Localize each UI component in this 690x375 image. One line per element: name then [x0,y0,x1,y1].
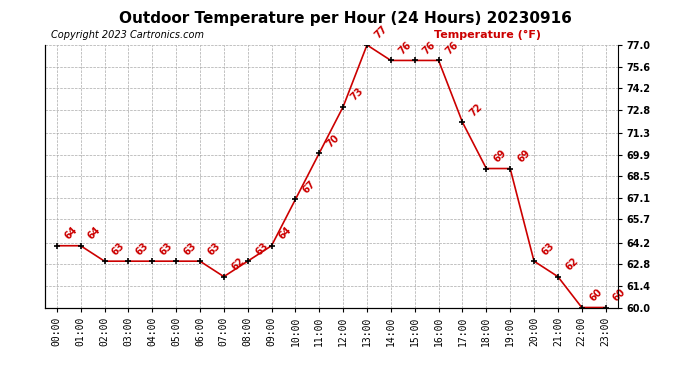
Text: 62: 62 [229,256,246,273]
Text: 76: 76 [420,40,437,56]
Text: Temperature (°F): Temperature (°F) [434,30,541,40]
Text: 64: 64 [86,225,103,242]
Text: 62: 62 [564,256,580,273]
Text: 77: 77 [373,24,389,41]
Text: 63: 63 [206,240,222,257]
Text: 60: 60 [611,287,628,303]
Text: 64: 64 [277,225,294,242]
Text: 64: 64 [62,225,79,242]
Text: 67: 67 [301,178,317,195]
Text: 73: 73 [348,86,365,103]
Text: 69: 69 [515,148,533,164]
Text: 70: 70 [325,132,342,149]
Text: Outdoor Temperature per Hour (24 Hours) 20230916: Outdoor Temperature per Hour (24 Hours) … [119,11,571,26]
Text: 63: 63 [181,240,198,257]
Text: 72: 72 [468,101,484,118]
Text: 76: 76 [397,40,413,56]
Text: 60: 60 [587,287,604,303]
Text: 63: 63 [158,240,175,257]
Text: Copyright 2023 Cartronics.com: Copyright 2023 Cartronics.com [50,30,204,40]
Text: 63: 63 [134,240,150,257]
Text: 76: 76 [444,40,461,56]
Text: 63: 63 [110,240,127,257]
Text: 69: 69 [492,148,509,164]
Text: 63: 63 [540,240,556,257]
Text: 63: 63 [253,240,270,257]
